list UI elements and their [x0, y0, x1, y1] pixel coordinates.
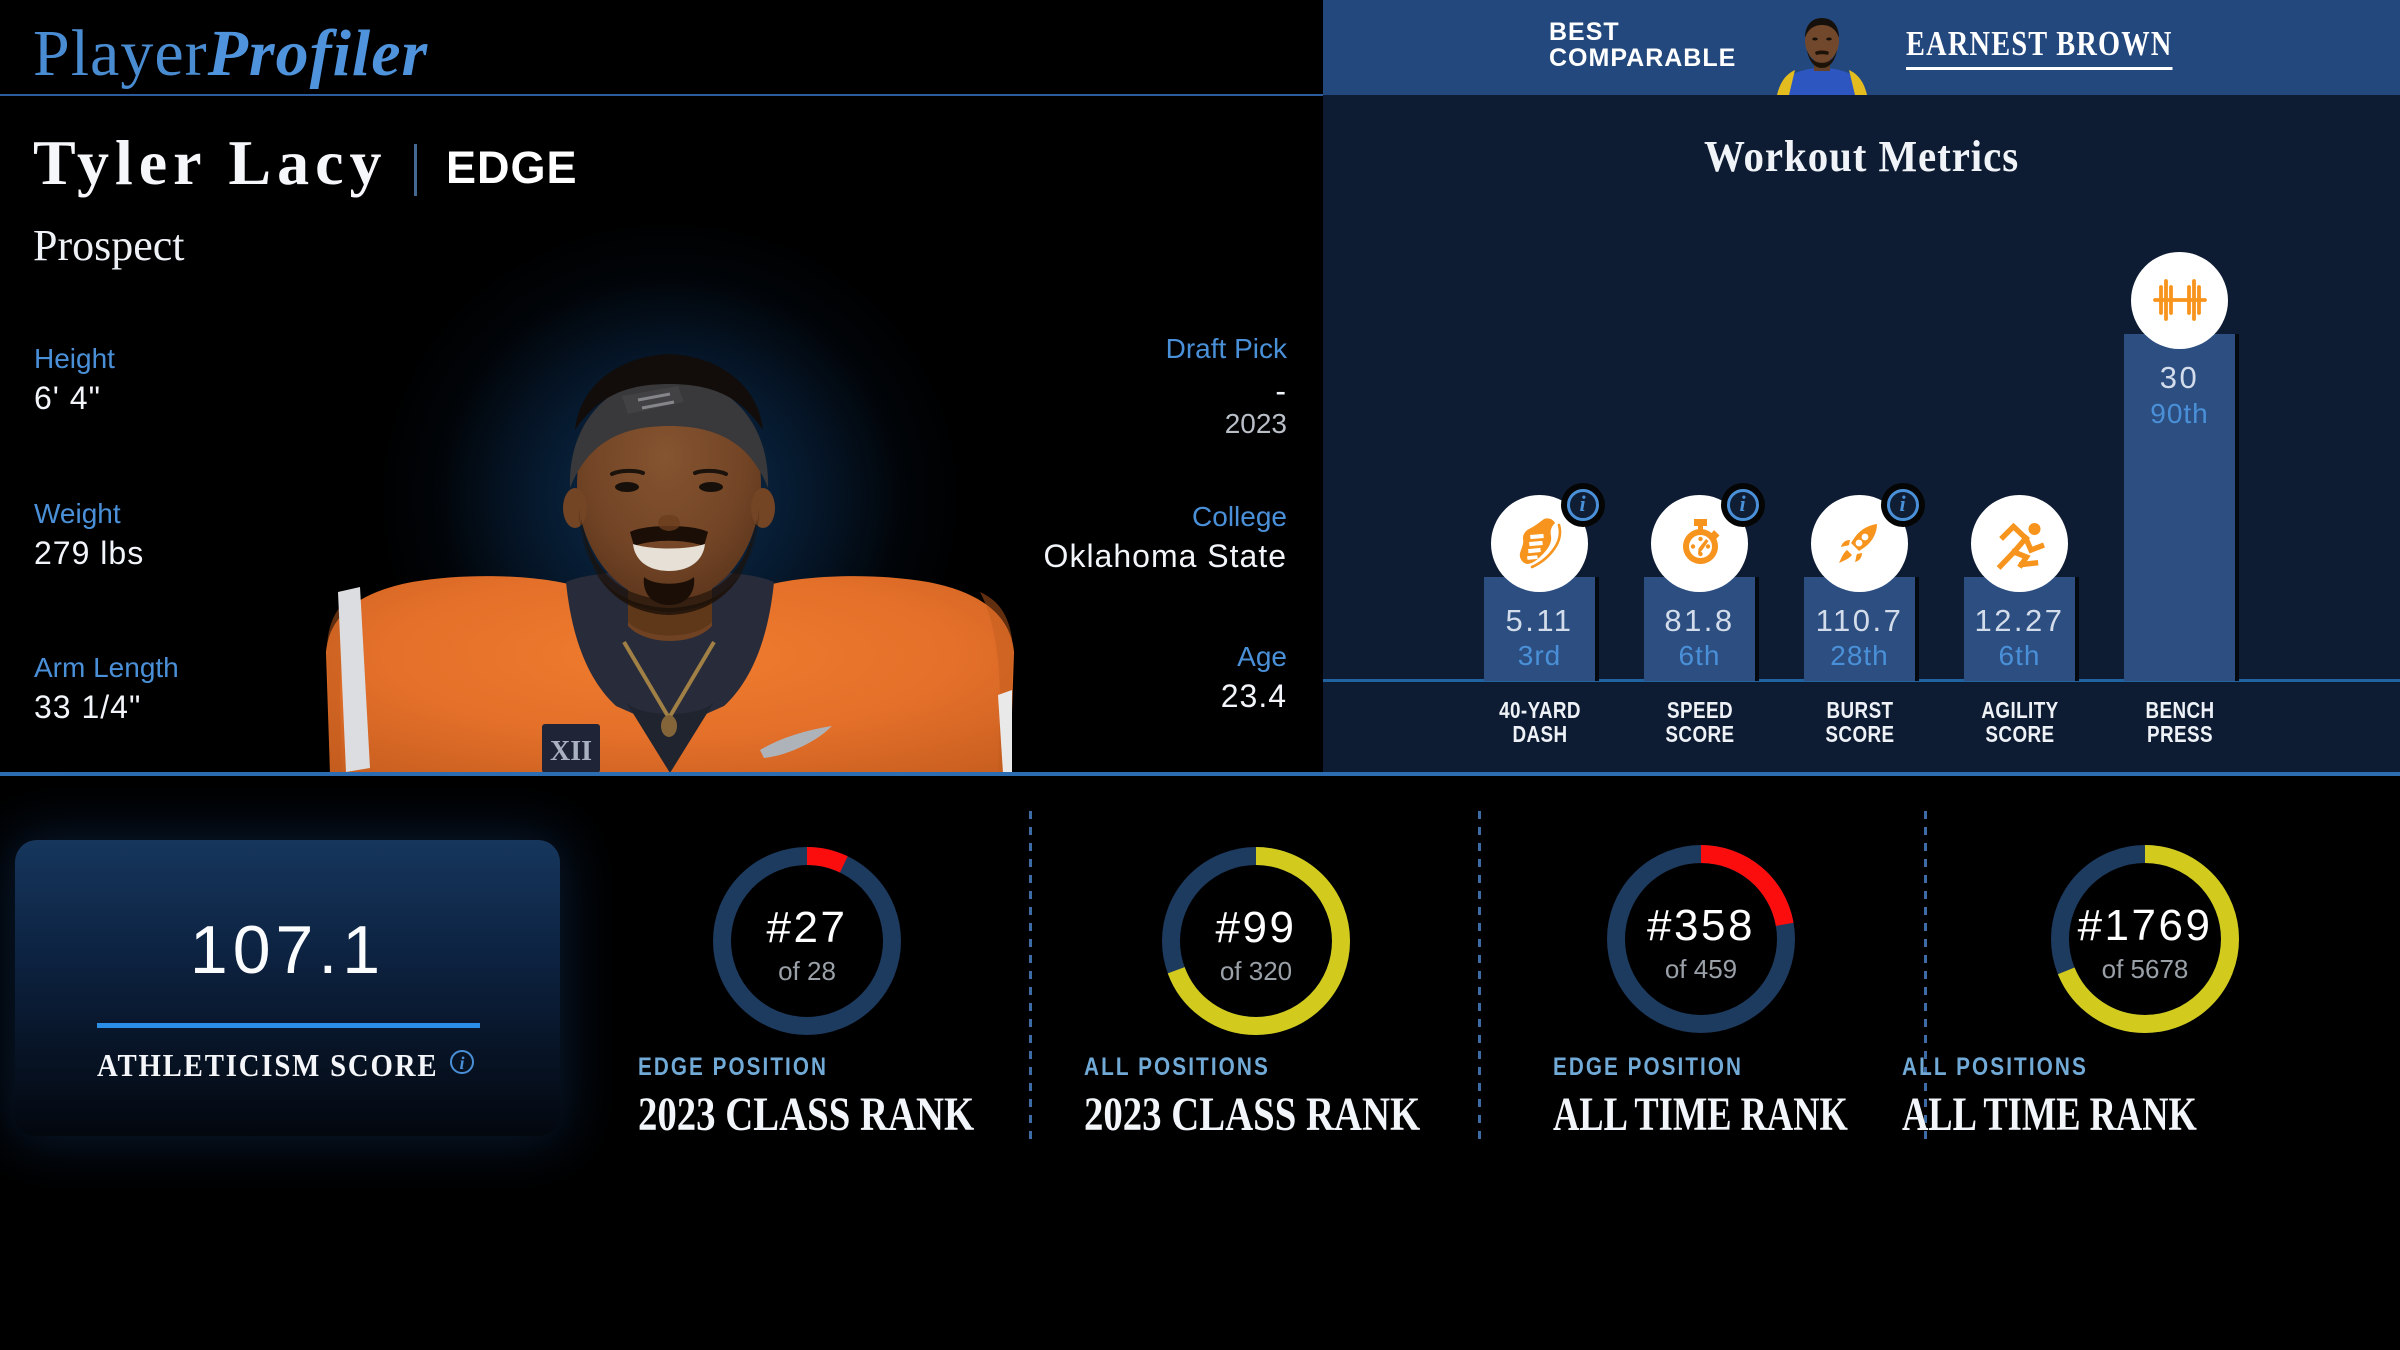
svg-text:XII: XII — [550, 736, 592, 767]
